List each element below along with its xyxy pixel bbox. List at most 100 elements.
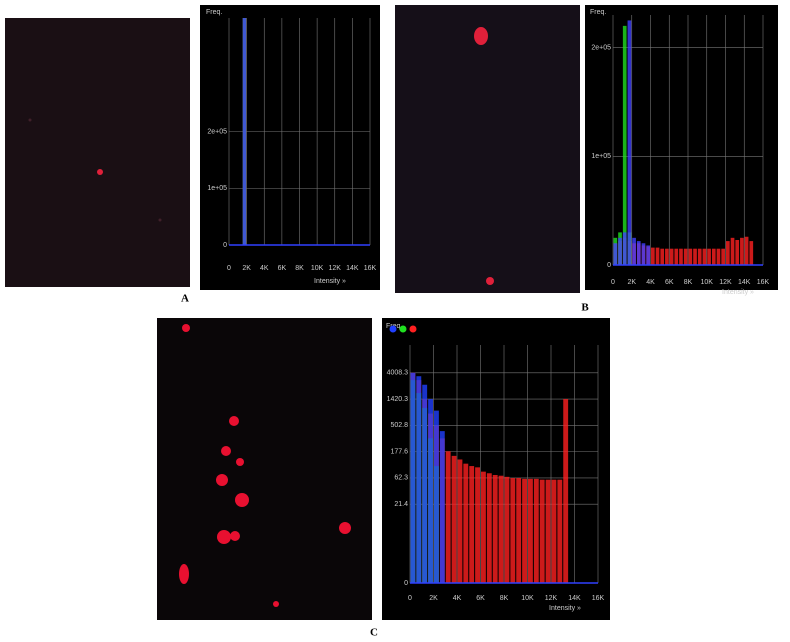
legend-dot xyxy=(389,325,397,333)
histogram-bar xyxy=(498,475,504,583)
y-tick-label: 1e+05 xyxy=(591,153,611,160)
cell xyxy=(230,531,240,541)
histogram-bar xyxy=(707,248,711,265)
histogram-bar xyxy=(551,479,557,583)
histogram-bar xyxy=(651,247,655,265)
x-tick-label: 2K xyxy=(242,265,251,272)
x-tick-label: 6K xyxy=(665,279,674,286)
x-tick-label: 16K xyxy=(364,265,377,272)
histogram-bar xyxy=(636,241,641,265)
x-tick-label: 8K xyxy=(500,595,509,602)
histogram-a-bg xyxy=(200,5,380,290)
histogram-bar xyxy=(665,248,669,265)
histogram-bar xyxy=(557,479,563,583)
x-tick-label: 2K xyxy=(429,595,438,602)
x-tick-label: 4K xyxy=(260,265,269,272)
histogram-bar xyxy=(469,466,475,583)
x-tick-label: 10K xyxy=(521,595,534,602)
histogram-bar xyxy=(622,232,627,265)
y-tick-label: 1420.3 xyxy=(387,396,409,403)
cell xyxy=(182,324,190,332)
y-tick-label: 21.4 xyxy=(394,501,408,508)
x-tick-label: 10K xyxy=(311,265,324,272)
cell xyxy=(273,601,279,607)
x-tick-label: 0 xyxy=(611,279,615,286)
histogram-bar xyxy=(522,478,527,583)
y-tick-label: 0 xyxy=(404,580,408,587)
histogram-bar xyxy=(669,248,674,265)
histogram-bar xyxy=(416,376,422,583)
y-tick-label: 2e+05 xyxy=(207,128,227,135)
histogram-bar xyxy=(688,248,693,265)
histogram-bar xyxy=(451,455,457,583)
histogram-bar xyxy=(504,476,510,583)
histogram-bar xyxy=(726,241,730,265)
histogram-bar xyxy=(622,25,627,265)
x-tick-label: 0 xyxy=(408,595,412,602)
cell xyxy=(486,277,494,285)
histogram-bar xyxy=(510,478,516,583)
cell xyxy=(221,446,231,456)
histogram-bar xyxy=(439,431,445,583)
histogram-bar xyxy=(735,240,740,265)
x-tick-label: 12K xyxy=(329,265,342,272)
histogram-bar xyxy=(674,248,679,265)
x-tick-label: 14K xyxy=(738,279,751,286)
legend-dot xyxy=(409,325,417,333)
histogram-bar xyxy=(528,478,533,583)
histogram-bar xyxy=(730,237,735,265)
histogram-bar xyxy=(646,245,650,265)
histogram-bar xyxy=(422,384,428,583)
histogram-bar xyxy=(410,372,416,583)
histogram-bar xyxy=(632,237,636,265)
micrograph-a xyxy=(5,18,190,287)
histogram-bar xyxy=(693,248,697,265)
histogram-bar xyxy=(563,399,569,583)
x-tick-label: 4K xyxy=(646,279,655,286)
x-tick-label: 12K xyxy=(719,279,732,286)
y-tick-label: 177.6 xyxy=(390,448,408,455)
histogram-bar xyxy=(716,248,721,265)
x-tick-label: 0 xyxy=(227,265,231,272)
y-tick-label: 502.8 xyxy=(390,422,408,429)
cell xyxy=(158,218,162,222)
histogram-bar xyxy=(711,248,716,265)
histogram-bar xyxy=(702,248,707,265)
cell xyxy=(97,169,103,175)
histogram-bar xyxy=(641,243,646,265)
cell xyxy=(216,474,228,486)
histogram-bar xyxy=(445,451,451,583)
cell xyxy=(179,564,189,584)
histogram-bar xyxy=(627,20,632,265)
histogram-bar xyxy=(740,237,744,265)
micrograph-c xyxy=(157,318,372,620)
x-axis-label: Intensity » xyxy=(314,278,346,285)
histogram-bar xyxy=(744,236,749,265)
y-tick-label: 0 xyxy=(223,242,227,249)
x-tick-label: 12K xyxy=(545,595,558,602)
histogram-bar xyxy=(539,479,545,583)
histogram-bar xyxy=(457,459,463,583)
x-axis-label: Intensity » xyxy=(549,605,581,612)
histogram-bar xyxy=(533,478,539,583)
histogram-bar xyxy=(463,463,469,583)
panel-label: B xyxy=(581,302,589,314)
cells xyxy=(179,324,351,607)
legend-dot xyxy=(399,325,407,333)
panel-label: A xyxy=(181,293,189,305)
histogram-bar xyxy=(428,399,433,583)
histogram-bar xyxy=(475,467,480,583)
histogram-bar xyxy=(613,243,618,265)
cell xyxy=(236,458,244,466)
x-tick-label: 16K xyxy=(757,279,770,286)
histogram-bar xyxy=(655,247,660,265)
cell xyxy=(217,530,231,544)
y-tick-label: 2e+05 xyxy=(591,44,611,51)
cell xyxy=(235,493,249,507)
histogram-bar xyxy=(545,479,551,583)
cell xyxy=(229,416,239,426)
x-axis-label: Intensity » xyxy=(722,289,754,296)
x-tick-label: 8K xyxy=(295,265,304,272)
histogram-bar xyxy=(486,473,492,583)
histogram-bar xyxy=(242,18,247,245)
